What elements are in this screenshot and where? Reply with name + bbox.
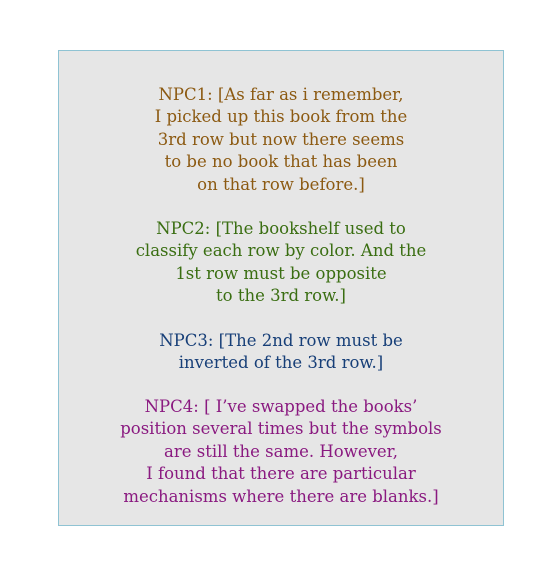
npc1-dialogue: NPC1: [As far as i remember, I picked up… (154, 85, 408, 194)
npc4-dialogue: NPC4: [ I’ve swapped the books’ position… (120, 397, 442, 506)
npc3-dialogue: NPC3: [The 2nd row must be inverted of t… (159, 331, 403, 373)
npc-hints-panel: NPC1: [As far as i remember, I picked up… (58, 50, 504, 526)
npc2-dialogue: NPC2: [The bookshelf used to classify ea… (135, 219, 427, 306)
